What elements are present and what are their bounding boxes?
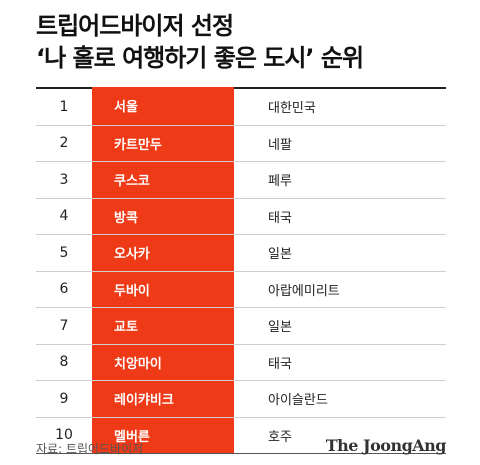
city-cell: 오사카 — [92, 235, 234, 271]
country-cell: 일본 — [268, 320, 292, 336]
country-cell: 태국 — [268, 356, 292, 372]
table-row: 9 레이캬비크 아이슬란드 — [36, 381, 446, 418]
title-line-2: ‘나 홀로 여행하기 좋은 도시’ 순위 — [36, 44, 364, 72]
page-title: 트립어드바이저 선정 ‘나 홀로 여행하기 좋은 도시’ 순위 — [36, 10, 456, 74]
rank-cell: 7 — [59, 317, 69, 334]
city-cell: 멜버른 — [92, 417, 234, 453]
country-cell: 대한민국 — [268, 101, 316, 117]
rank-cell: 3 — [59, 171, 69, 188]
publisher-logo: The JoongAng — [325, 436, 447, 455]
table-row: 10 멜버른 호주 — [36, 417, 446, 454]
city-cell: 서울 — [92, 87, 234, 125]
title-line-1: 트립어드바이저 선정 — [36, 12, 234, 40]
city-cell: 카트만두 — [92, 125, 234, 161]
ranking-table: 1 서울 대한민국 2 카트만두 네팔 3 쿠스코 페루 4 방콕 태국 5 오… — [36, 87, 446, 454]
table-row: 3 쿠스코 페루 — [36, 162, 446, 199]
country-cell: 페루 — [268, 174, 292, 190]
rank-cell: 9 — [59, 390, 69, 407]
table-row: 1 서울 대한민국 — [36, 87, 446, 126]
country-cell: 일본 — [268, 247, 292, 263]
rank-cell: 4 — [59, 208, 69, 225]
rank-cell: 10 — [55, 427, 73, 444]
rank-cell: 5 — [59, 244, 69, 261]
rank-cell: 2 — [59, 135, 69, 152]
country-cell: 태국 — [268, 210, 292, 226]
table-row: 2 카트만두 네팔 — [36, 125, 446, 162]
city-cell: 치앙마이 — [92, 344, 234, 380]
country-cell: 아랍에미리트 — [268, 283, 340, 299]
city-cell: 교토 — [92, 308, 234, 344]
city-cell: 쿠스코 — [92, 162, 234, 198]
table-row: 5 오사카 일본 — [36, 235, 446, 272]
table-row: 7 교토 일본 — [36, 308, 446, 345]
city-cell: 레이캬비크 — [92, 381, 234, 417]
country-cell: 호주 — [268, 429, 292, 445]
country-cell: 네팔 — [268, 137, 292, 153]
table-row: 8 치앙마이 태국 — [36, 344, 446, 381]
table-row: 4 방콕 태국 — [36, 198, 446, 235]
country-cell: 아이슬란드 — [268, 393, 328, 409]
rank-cell: 8 — [59, 354, 69, 371]
source-note: 자료: 트립어드바이저 — [36, 442, 144, 456]
city-cell: 두바이 — [92, 271, 234, 307]
table-top-rule — [36, 87, 446, 89]
table-row: 6 두바이 아랍에미리트 — [36, 271, 446, 308]
city-cell: 방콕 — [92, 198, 234, 234]
rank-cell: 6 — [59, 281, 69, 298]
rank-cell: 1 — [59, 98, 69, 115]
